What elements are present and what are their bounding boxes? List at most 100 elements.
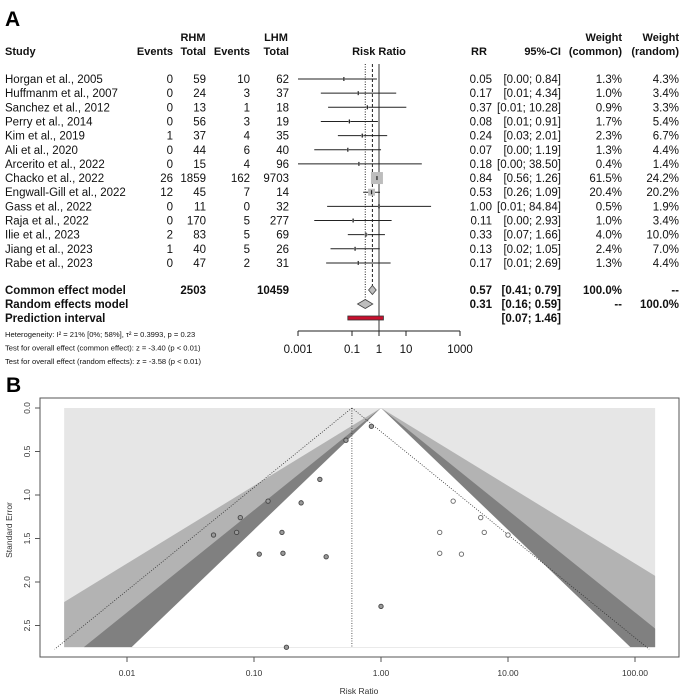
y-tick-label: 1.5	[22, 532, 32, 544]
study-row: Engwall-Gill et al., 2022 12 45 7 14 0.53 [0.2…	[5, 187, 679, 199]
study-row: Huffmanm et al., 2007 0 24 3 37 0.17 [0.01; 4.…	[5, 88, 679, 100]
imputed-point	[437, 550, 443, 556]
study-name: Engwall-Gill et al., 2022	[5, 187, 126, 199]
rhm-events: 12	[160, 187, 173, 199]
study-name: Jiang et al., 2023	[5, 244, 93, 256]
ci-value: [0.01; 10.28]	[497, 102, 561, 114]
ci-value: [0.00; 38.50]	[497, 159, 561, 171]
panel-label-a: A	[5, 8, 20, 31]
lhm-total: 9703	[263, 173, 289, 185]
weight-common: 0.9%	[596, 102, 622, 114]
rhm-total: 11	[194, 201, 206, 213]
study-point	[279, 529, 285, 536]
lhm-total: 96	[276, 159, 289, 171]
x-tick-label: 100.00	[622, 668, 648, 678]
rhm-total: 15	[193, 159, 206, 171]
study-row: Arcerito et al., 2022 0 15 4 96 0.18 [0.00; 38…	[5, 159, 679, 171]
lhm-events: 7	[244, 187, 250, 199]
header-rr: RR	[471, 46, 487, 58]
summary-row-common: Common effect model 2503 10459 0.57 [0.41; 0…	[5, 284, 679, 297]
rhm-events: 0	[167, 216, 173, 228]
rhm-events: 1	[167, 131, 173, 143]
rhm-events: 0	[167, 102, 173, 114]
x-tick-label: 0.10	[246, 668, 263, 678]
plot-frame	[39, 397, 680, 658]
study-name: Arcerito et al., 2022	[5, 159, 105, 171]
lhm-total: 32	[276, 201, 289, 213]
note-text: Test for overall effect (common effect):…	[5, 344, 201, 353]
rr-value: 0.05	[470, 74, 492, 86]
study-point	[343, 437, 349, 443]
rhm-total: 2503	[180, 285, 206, 297]
study-row: Rabe et al., 2023 0 47 2 31 0.17 [0.01; 2.69] 1…	[5, 258, 679, 270]
rhm-events: 0	[167, 116, 173, 128]
lhm-total: 19	[276, 116, 289, 128]
rr-value: 0.08	[470, 116, 492, 128]
lhm-events: 2	[244, 258, 250, 270]
ci-value: [0.16; 0.59]	[502, 299, 562, 311]
lhm-events: 6	[244, 145, 250, 157]
weight-common: 0.4%	[596, 159, 622, 171]
note-text: Heterogeneity: I² = 21% [0%; 58%], τ² = …	[5, 330, 195, 339]
y-tick-label: 2.0	[22, 576, 32, 588]
summary-label: Random effects model	[5, 299, 128, 311]
lhm-events: 0	[244, 201, 250, 213]
x-tick-label: 10.00	[497, 668, 519, 678]
study-name: Chacko et al., 2022	[5, 173, 104, 185]
ci-value: [0.56; 1.26]	[503, 173, 561, 185]
summary-diamond	[368, 284, 377, 296]
ci-value: [0.00; 0.84]	[503, 74, 561, 86]
rhm-total: 56	[193, 116, 206, 128]
imputed-point	[481, 529, 487, 536]
study-name: Ali et al., 2020	[5, 145, 78, 157]
contour-regions	[64, 408, 656, 648]
y-tick-label: 0.0	[22, 402, 32, 414]
weight-common: 2.3%	[596, 131, 622, 143]
study-point	[237, 514, 243, 521]
study-point	[298, 500, 304, 506]
rr-value: 0.31	[470, 299, 493, 311]
imputed-point	[437, 529, 443, 536]
weight-random: 20.2%	[646, 187, 679, 199]
imputed-point	[450, 498, 456, 504]
rhm-events: 26	[160, 173, 173, 185]
weight-common: 1.0%	[596, 216, 622, 228]
ci-value: [0.01; 2.69]	[503, 258, 561, 270]
rhm-events: 1	[167, 244, 173, 256]
prediction-interval-bar	[347, 315, 384, 321]
lhm-events: 5	[244, 230, 250, 242]
rhm-total: 47	[193, 258, 206, 270]
summary-diamond	[356, 299, 374, 309]
study-row: Chacko et al., 2022 26 1859 162 9703 0.84 [0.5…	[5, 172, 679, 185]
study-row: Kim et al., 2019 1 37 4 35 0.24 [0.03; 2.01] 2.…	[5, 131, 679, 143]
study-row: Sanchez et al., 2012 0 13 1 18 0.37 [0.01; 10.…	[5, 102, 679, 114]
weight-common: 1.7%	[596, 116, 622, 128]
weight-common: 100.0%	[583, 285, 622, 297]
weight-random: 1.4%	[653, 159, 679, 171]
header-lhm-events: Events	[214, 46, 250, 58]
weight-common: 4.0%	[596, 230, 622, 242]
weight-random: 3.4%	[653, 216, 679, 228]
weight-random: 3.4%	[653, 88, 679, 100]
weight-common: 1.0%	[596, 88, 622, 100]
summary-row-random: Random effects model 0.31 [0.16; 0.59] -- 10…	[5, 299, 679, 311]
lhm-events: 3	[244, 116, 250, 128]
y-tick-label: 1.0	[22, 489, 32, 501]
lhm-events: 4	[244, 131, 251, 143]
ci-value: [0.01; 84.84]	[497, 201, 561, 213]
study-point	[210, 532, 217, 538]
x-tick-label: 1.00	[373, 668, 390, 678]
x-tick-label: 10	[400, 344, 413, 356]
study-row: Ali et al., 2020 0 44 6 40 0.07 [0.00; 1.19] 1.…	[5, 145, 679, 157]
study-point	[378, 603, 384, 610]
header-risk-ratio: Risk Ratio	[352, 46, 406, 58]
weight-random: 4.3%	[653, 74, 679, 86]
study-row: Horgan et al., 2005 0 59 10 62 0.05 [0.00; 0.8…	[5, 74, 679, 86]
header-common: (common)	[569, 46, 623, 58]
rr-value: 0.13	[470, 244, 492, 256]
contour-p-gt-0.10	[131, 408, 631, 648]
rhm-total: 40	[193, 244, 206, 256]
ci-value: [0.07; 1.66]	[503, 230, 561, 242]
header-lhm: LHM	[264, 32, 288, 44]
rr-value: 1.00	[470, 201, 492, 213]
